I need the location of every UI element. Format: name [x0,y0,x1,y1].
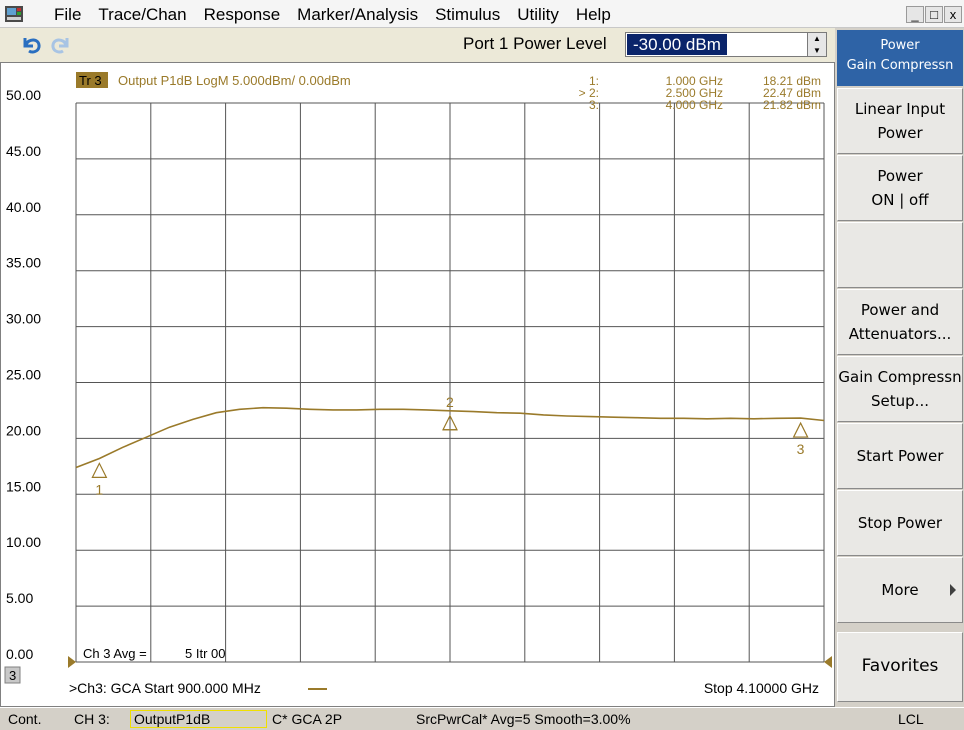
y-tick-label: 20.00 [6,422,41,438]
power-on-off-button[interactable]: Power ON | off [837,155,963,221]
more-button[interactable]: More [837,557,963,623]
y-tick-label: 40.00 [6,199,41,215]
close-button[interactable]: x [944,6,962,23]
active-measurement-box[interactable] [130,710,267,728]
power-level-label: Port 1 Power Level [463,34,607,53]
menu-file[interactable]: File [54,5,82,24]
marker-readout-freq: 1.000 GHz [666,74,723,88]
sk-label: Attenuators... [848,325,952,343]
menu-response[interactable]: Response [203,5,281,24]
start-power-button[interactable]: Start Power [837,423,963,489]
channel-stimulus-stop: Stop 4.10000 GHz [704,680,819,696]
measurement-display[interactable]: 50.00 45.00 40.00 35.00 30.00 25.00 20.00 15.00… [0,62,835,707]
averaging-value: 5 Itr 00 [185,646,225,661]
trace-line [75,406,825,469]
menu-trace-chan[interactable]: Trace/Chan [98,5,187,24]
remote-status: LCL [898,711,924,727]
power-level-value: -30.00 dBm [627,34,727,55]
reference-level-marker-right [824,656,832,668]
marker-3-label: 3 [797,441,805,457]
y-tick-label: 10.00 [6,534,41,550]
favorites-button[interactable]: Favorites [837,632,963,702]
menu-stimulus[interactable]: Stimulus [435,5,501,24]
y-tick-label: 5.00 [6,590,33,606]
marker-readout-id: 1: [589,74,599,88]
spin-down-icon[interactable]: ▼ [813,46,821,55]
y-tick-label: 25.00 [6,367,41,383]
status-bar: Cont. CH 3: OutputP1dB C* GCA 2P SrcPwrC… [0,707,964,730]
channel-number-box [4,666,21,684]
power-level-spinner[interactable]: ▲ ▼ [807,32,827,57]
marker-readout-value: 22.47 dBm [763,86,821,100]
y-tick-label: 35.00 [6,255,41,271]
marker-readout-value: 21.82 dBm [763,98,821,112]
sk-label: Start Power [856,447,944,465]
sk-label: Linear Input [854,100,946,118]
sk-label: Power and [860,301,940,319]
marker-readout-freq: 4.000 GHz [666,98,723,112]
trace-title: Output P1dB LogM 5.000dBm/ 0.00dBm [118,73,351,88]
restore-button[interactable]: □ [925,6,943,23]
sk-label: Stop Power [857,514,943,532]
marker-1-triangle [91,462,108,479]
sk-label: Favorites [861,656,939,677]
softkey-title-line1: Power [880,38,920,53]
sweep-mode: Cont. [8,711,42,727]
marker-readout-value: 18.21 dBm [763,74,821,88]
y-tick-label: 45.00 [6,143,41,159]
averaging-label: Ch 3 Avg = [83,646,147,661]
menu-utility[interactable]: Utility [517,5,559,24]
channel-number: 3 [9,668,16,683]
y-tick-label: 50.00 [6,87,41,103]
y-tick-label: 30.00 [6,311,41,327]
menu-bar: File Trace/Chan Response Marker/Analysis… [0,0,964,28]
marker-readout-id: 3: [589,98,599,112]
undo-icon[interactable] [18,32,44,58]
redo-icon[interactable] [48,32,74,58]
y-tick-label: 15.00 [6,478,41,494]
channel-stimulus-start: >Ch3: GCA Start 900.000 MHz [69,680,261,696]
softkey-panel: Power Gain Compressn Linear Input Power P… [835,28,964,707]
gain-compressn-setup-button[interactable]: Gain Compressn Setup... [837,356,963,422]
marker-1-label: 1 [95,481,103,497]
stop-power-button[interactable]: Stop Power [837,490,963,556]
trace-tag: Tr 3 [79,73,102,88]
spin-up-icon[interactable]: ▲ [813,34,821,43]
power-and-attenuators-button[interactable]: Power and Attenuators... [837,289,963,355]
softkey-title-line2: Gain Compressn [846,58,954,74]
marker-readout-id: > 2: [579,86,599,100]
marker-3-triangle [792,421,809,438]
pna-app-icon[interactable] [4,4,24,24]
trace-plot[interactable]: 50.0045.0040.0035.0030.0025.0020.0015.00… [1,63,834,706]
sk-label: More [881,581,919,599]
menu-help[interactable]: Help [575,5,611,24]
sk-label: Setup... [871,392,929,410]
minimize-button[interactable]: _ [906,6,924,23]
trace-tag-box [76,72,108,88]
reference-level-marker [68,656,76,668]
cal-status: C* GCA 2P [272,711,343,727]
linear-input-power-button[interactable]: Linear Input Power [837,88,963,154]
softkey-menu-title: Power Gain Compressn [837,30,963,86]
sk-label: Gain Compressn [838,368,962,386]
power-level-input[interactable]: -30.00 dBm [625,32,810,57]
marker-readout-freq: 2.500 GHz [666,86,723,100]
active-measurement: OutputP1dB [134,711,211,727]
active-channel: CH 3: [74,711,110,727]
more-arrow-icon [950,584,956,596]
sk-label: Power [877,167,923,185]
toolbar: Port 1 Power Level -30.00 dBm ▲ ▼ [0,28,835,62]
y-tick-label: 0.00 [6,646,33,662]
measurement-info: SrcPwrCal* Avg=5 Smooth=3.00% [416,711,631,727]
empty-softkey[interactable] [837,222,963,288]
marker-2-label: 2 [446,394,454,410]
sk-label: Power [877,124,923,142]
menu-marker-analysis[interactable]: Marker/Analysis [297,5,419,24]
window-controls: _ □ x [906,6,962,23]
sk-label: ON | off [871,191,929,209]
